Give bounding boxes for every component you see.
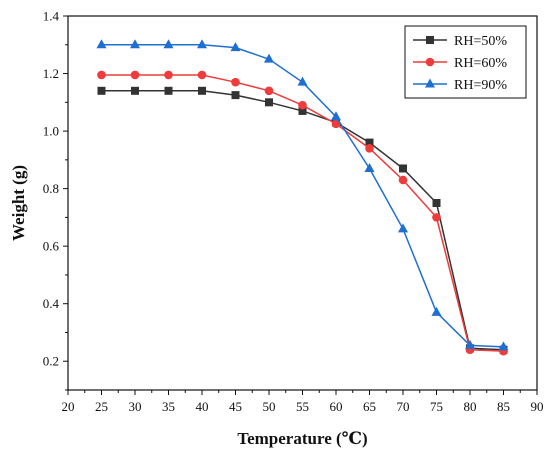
x-tick-label: 40 — [196, 399, 209, 414]
y-tick-label: 0.8 — [43, 181, 59, 196]
series-line — [101, 74, 504, 352]
data-point — [398, 223, 408, 233]
data-point — [431, 306, 442, 316]
x-tick-label: 35 — [162, 399, 175, 414]
series-layer — [96, 39, 509, 356]
data-point — [131, 86, 139, 95]
x-tick-label: 85 — [497, 399, 510, 414]
data-point — [399, 164, 407, 173]
data-point — [97, 70, 106, 80]
y-tick-label: 0.2 — [43, 354, 59, 369]
legend-marker — [425, 57, 435, 67]
data-point — [265, 98, 273, 107]
legend-marker — [425, 78, 435, 88]
x-tick-label: 60 — [330, 399, 343, 414]
data-point — [264, 53, 274, 63]
data-point — [432, 213, 441, 222]
data-point — [163, 39, 174, 49]
data-point — [130, 70, 140, 80]
data-point — [230, 42, 241, 52]
y-tick-label: 0.4 — [43, 296, 60, 311]
y-tick-label: 1.4 — [43, 9, 60, 24]
x-tick-label: 70 — [397, 399, 410, 414]
data-point — [96, 39, 107, 49]
y-tick-label: 1.2 — [43, 66, 59, 81]
x-axis-title: Temperature (℃) — [237, 429, 367, 448]
data-point — [164, 70, 173, 80]
data-point — [465, 339, 475, 349]
x-tick-label: 25 — [95, 399, 108, 414]
x-tick-label: 30 — [129, 399, 142, 414]
legend-label: RH=90% — [454, 78, 507, 93]
data-point — [365, 144, 374, 153]
data-point — [164, 86, 173, 95]
x-tick-label: 45 — [229, 399, 242, 414]
x-tick-label: 65 — [363, 399, 376, 414]
legend: RH=50% RH=60% RH=90% — [404, 25, 527, 99]
axes: 20 25 30 35 40 45 50 55 60 65 70 75 80 85 90 0.2 0.4 0.6 0… — [43, 9, 544, 415]
data-point — [331, 119, 341, 129]
y-tick-label: 1.0 — [43, 124, 59, 139]
legend-label: RH=60% — [454, 56, 507, 71]
series-line — [101, 90, 504, 351]
x-tick-label: 55 — [296, 399, 309, 414]
x-tick-label: 75 — [430, 399, 443, 414]
series-circle — [97, 70, 508, 356]
data-point — [297, 76, 308, 86]
data-point — [298, 106, 307, 115]
data-point — [498, 341, 509, 351]
data-point — [198, 86, 206, 95]
data-point — [197, 39, 207, 49]
data-point — [231, 77, 240, 87]
data-point — [97, 86, 106, 95]
y-axis-title: Weight (g) — [9, 165, 28, 241]
legend-label: RH=50% — [454, 34, 507, 49]
data-point — [298, 100, 307, 110]
data-point — [331, 111, 341, 121]
x-tick-label: 80 — [464, 399, 477, 414]
x-tick-label: 50 — [263, 399, 276, 414]
x-tick-label: 20 — [62, 399, 75, 414]
data-point — [398, 175, 408, 185]
data-point — [364, 162, 375, 172]
x-tick-label: 90 — [531, 399, 544, 414]
series-triangle — [96, 39, 509, 351]
data-point — [365, 138, 374, 147]
series-square — [97, 86, 508, 354]
data-point — [197, 70, 207, 80]
data-point — [231, 91, 240, 100]
data-point — [264, 86, 274, 96]
legend-marker — [426, 36, 434, 44]
data-point — [130, 39, 140, 49]
y-tick-label: 0.6 — [43, 239, 60, 254]
data-point — [432, 199, 441, 207]
